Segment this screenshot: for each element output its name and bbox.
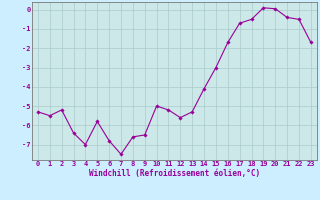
X-axis label: Windchill (Refroidissement éolien,°C): Windchill (Refroidissement éolien,°C) xyxy=(89,169,260,178)
